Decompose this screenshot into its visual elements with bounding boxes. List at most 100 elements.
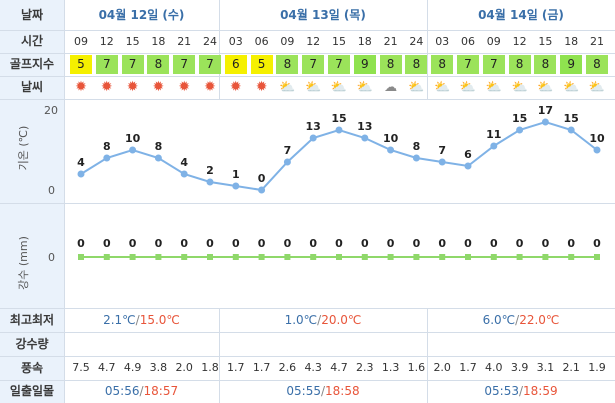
- rain-data-label: 0: [438, 237, 446, 250]
- sun-icon: ✹: [152, 79, 165, 95]
- wind-cell: 4.0: [485, 361, 503, 374]
- rain-point: [387, 254, 394, 260]
- sun-cloud-icon: ⛅: [485, 80, 502, 95]
- wind-cell: 2.1: [562, 361, 580, 374]
- wind-cell: 1.7: [227, 361, 245, 374]
- temp-data-label: 8: [413, 140, 421, 153]
- min-temp: 1.0℃: [284, 313, 318, 327]
- temp-data-label: 10: [125, 132, 141, 145]
- sun-separator: /: [518, 384, 524, 398]
- golf-index-cell: 8: [405, 55, 428, 74]
- hour-cell: 21: [177, 35, 192, 48]
- rain-point: [361, 254, 368, 260]
- temp-point: [412, 154, 420, 162]
- min-temp: 2.1℃: [103, 313, 136, 327]
- golf-index-cell: 6: [224, 55, 247, 74]
- rain-point: [155, 254, 162, 260]
- rain-point: [258, 254, 265, 260]
- rain-data-label: 0: [155, 237, 163, 250]
- rain-point: [336, 254, 342, 260]
- precipitation-chart: 0 0 0 0 0 0 0 0 0 0 0 0 0 0 0 0 0 0 0 0 0 0: [48, 237, 601, 264]
- rain-data-label: 0: [567, 237, 575, 250]
- sunset-time: 18:58: [325, 384, 360, 398]
- minmax-cell: 6.0℃/22.0℃: [427, 308, 615, 332]
- sunset-time: 18:59: [523, 384, 558, 398]
- hour-cell: 15: [538, 35, 553, 48]
- hour-cell: 09: [74, 35, 88, 48]
- golf-index-cell: 7: [121, 55, 144, 74]
- hour-cell: 09: [486, 35, 501, 48]
- temp-point: [567, 126, 575, 134]
- temp-point: [464, 162, 472, 170]
- sun-cloud-icon: ⛅: [588, 80, 606, 95]
- minmax-cell: 1.0℃/20.0℃: [219, 308, 427, 332]
- wind-cell: 2.3: [356, 361, 374, 374]
- rain-point: [413, 254, 420, 260]
- rain-point: [284, 254, 291, 260]
- hour-cell: 06: [461, 35, 475, 48]
- wind-cell: 1.9: [588, 361, 606, 374]
- temp-data-label: 4: [180, 156, 188, 169]
- wind-cell: 1.6: [407, 361, 426, 374]
- temp-data-label: 13: [306, 120, 321, 133]
- max-temp: 20.0℃: [321, 313, 362, 327]
- minmax-cell: 2.1℃/15.0℃: [64, 308, 219, 332]
- golf-index-cell: 5: [70, 55, 92, 74]
- temp-point: [232, 182, 240, 190]
- sun-icon: ✹: [229, 79, 242, 95]
- wind-cell: 2.0: [175, 361, 193, 374]
- hour-cell: 09: [280, 35, 295, 48]
- wind-cell: 7.5: [72, 361, 90, 374]
- golf-index-cell: 7: [482, 55, 505, 74]
- sunrise-sunset-cell: 05:55/18:58: [219, 380, 427, 403]
- hour-cell: 15: [332, 35, 346, 48]
- sun-cloud-icon: ⛅: [279, 80, 296, 95]
- sunrise-sunset-label: 일출일몰: [9, 384, 55, 398]
- temp-data-label: 17: [538, 104, 553, 117]
- sun-separator: /: [139, 384, 144, 398]
- sun-cloud-icon: ⛅: [356, 80, 373, 95]
- sun-icon: ✹: [100, 79, 113, 95]
- temp-data-label: 15: [564, 112, 579, 125]
- date-header-1: 04월 12일 (수): [98, 8, 185, 22]
- wind-cell: 1.3: [381, 361, 400, 374]
- rain-point: [232, 254, 239, 260]
- temp-data-label: 8: [155, 140, 163, 153]
- rain-data-label: 0: [387, 237, 395, 250]
- sun-icon: ✹: [75, 79, 87, 95]
- temp-data-label: 6: [464, 148, 472, 161]
- golf-index-cell: 7: [199, 55, 221, 74]
- rain-point: [465, 254, 471, 260]
- temp-point: [490, 142, 498, 150]
- rain-point: [490, 254, 497, 260]
- golf-index-cell: 8: [379, 55, 402, 74]
- sun-cloud-icon: ⛅: [563, 80, 580, 95]
- hour-cell: 06: [254, 35, 269, 48]
- hour-cell: 24: [203, 35, 217, 48]
- rain-ytick-0: 0: [48, 251, 55, 264]
- hour-cell: 21: [590, 35, 604, 48]
- hour-cell: 24: [409, 35, 424, 48]
- hour-cell: 18: [151, 35, 166, 48]
- temp-point: [258, 186, 266, 194]
- temp-point: [206, 178, 214, 186]
- temp-data-label: 10: [383, 132, 399, 145]
- sun-separator: /: [320, 384, 326, 398]
- sun-icon: ✹: [204, 79, 216, 95]
- wind-cell: 3.9: [510, 361, 529, 374]
- wind-cell: 4.3: [304, 361, 322, 374]
- rain-point: [542, 254, 549, 260]
- cloud-icon: ☁: [384, 80, 398, 95]
- sun-cloud-icon: ⛅: [511, 80, 528, 95]
- golf-index-cell: 8: [431, 55, 454, 74]
- wind-cell: 2.0: [433, 361, 451, 374]
- date-label: 날짜: [20, 8, 44, 22]
- golf-index-cell: 9: [560, 55, 583, 74]
- sun-cloud-icon: ⛅: [434, 80, 451, 95]
- min-temp: 6.0℃: [482, 313, 516, 327]
- temp-point: [129, 146, 137, 154]
- golf-index-cell: 7: [328, 55, 350, 74]
- max-temp: 22.0℃: [519, 313, 560, 327]
- golf-index-cell: 8: [508, 55, 531, 74]
